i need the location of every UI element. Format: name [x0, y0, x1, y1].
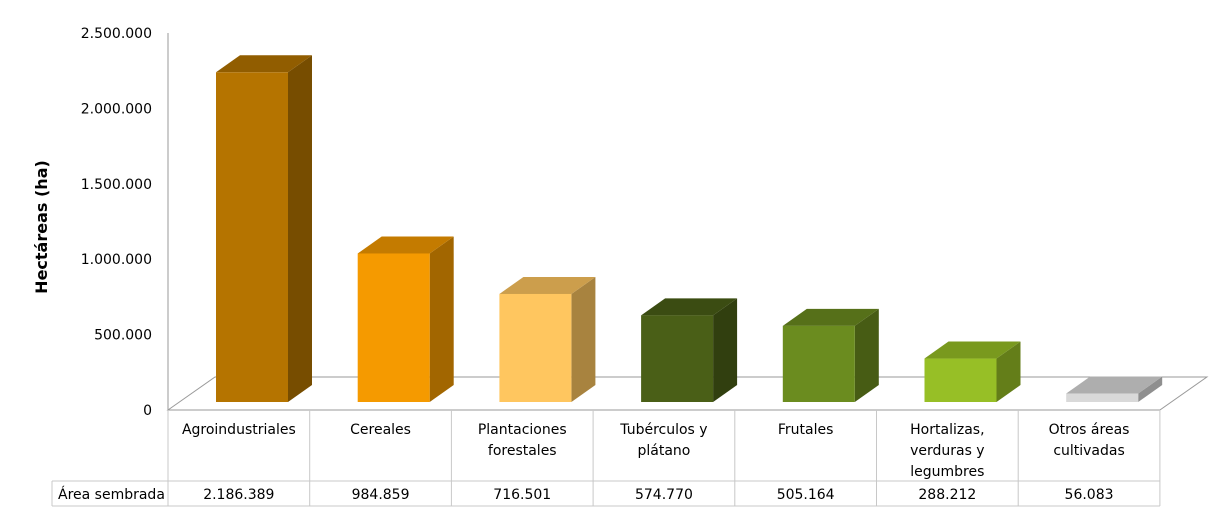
bar-side-face [713, 298, 738, 402]
bar-front-face [1066, 393, 1139, 402]
data-value-label: 288.212 [918, 487, 976, 503]
bar-top-face [1066, 376, 1163, 394]
axes-group [166, 33, 1209, 411]
bar-side-face [429, 236, 454, 402]
category-label: Frutales [778, 422, 834, 438]
bar [1066, 376, 1163, 402]
bar-top-face [357, 236, 454, 254]
bar-side-face [996, 341, 1021, 402]
category-label-line: verduras y [910, 443, 985, 459]
y-tick-labels: 0 500.000 1.000.000 1.500.000 2.000.000 2.500… [81, 26, 152, 419]
category-label: Plantaciones forestales [478, 422, 567, 459]
category-label-line: legumbres [910, 464, 984, 480]
bar-front-face [782, 325, 855, 402]
data-value-label: 56.083 [1065, 487, 1114, 503]
bar [499, 276, 596, 402]
category-label: Tubérculos y plátano [619, 422, 707, 459]
category-label-line: forestales [488, 443, 557, 459]
bar-side-face [288, 55, 312, 402]
bar-front-face [357, 253, 430, 402]
category-label: Cereales [350, 422, 411, 438]
bar-front-face [216, 72, 288, 402]
bar [782, 308, 879, 402]
y-axis-title: Hectáreas (ha) [32, 160, 51, 294]
bar-top-face [641, 298, 738, 316]
bar [924, 341, 1021, 402]
category-label: Agroindustriales [182, 422, 296, 438]
series-name-label: Área sembrada [58, 486, 165, 503]
category-label-line: cultivadas [1053, 443, 1124, 459]
data-value-label: 716.501 [493, 487, 551, 503]
bars-group [216, 55, 1163, 402]
y-tick-label: 2.500.000 [81, 26, 152, 42]
bar-top-face [782, 308, 879, 326]
y-tick-label: 0 [143, 403, 152, 419]
bar [641, 298, 738, 402]
category-label: Otros áreas cultivadas [1049, 422, 1130, 459]
category-label-line: Cereales [350, 422, 411, 438]
bar-side-face [854, 308, 879, 402]
data-value-label: 2.186.389 [203, 487, 274, 503]
bar-top-face [924, 341, 1021, 359]
bar [216, 55, 312, 402]
bar-front-face [499, 293, 572, 402]
y-tick-label: 1.000.000 [81, 252, 152, 268]
category-label-line: Tubérculos y [619, 422, 707, 438]
bar-top-face [499, 276, 596, 294]
bar-side-face [1138, 376, 1163, 402]
bar-side-face [571, 276, 596, 402]
bar-front-face [924, 358, 997, 402]
category-label-line: Plantaciones [478, 422, 567, 438]
y-tick-label: 500.000 [94, 328, 152, 344]
data-value-label: 505.164 [777, 487, 835, 503]
category-label-line: plátano [638, 443, 691, 459]
category-label-line: Frutales [778, 422, 834, 438]
category-label-line: Otros áreas [1049, 422, 1130, 438]
data-table: Área sembrada Agroindustriales 2.186.389 Ce… [51, 410, 1161, 507]
data-value-label: 984.859 [352, 487, 410, 503]
bar-top-face [216, 55, 312, 73]
y-tick-label: 1.500.000 [81, 177, 152, 193]
y-tick-label: 2.000.000 [81, 101, 152, 117]
category-label-line: Agroindustriales [182, 422, 296, 438]
bar [357, 236, 454, 402]
data-value-label: 574.770 [635, 487, 693, 503]
category-label: Hortalizas, verduras y legumbres [910, 422, 985, 480]
chart-floor [166, 376, 1209, 411]
category-label-line: Hortalizas, [910, 422, 984, 438]
bar-front-face [641, 315, 714, 402]
